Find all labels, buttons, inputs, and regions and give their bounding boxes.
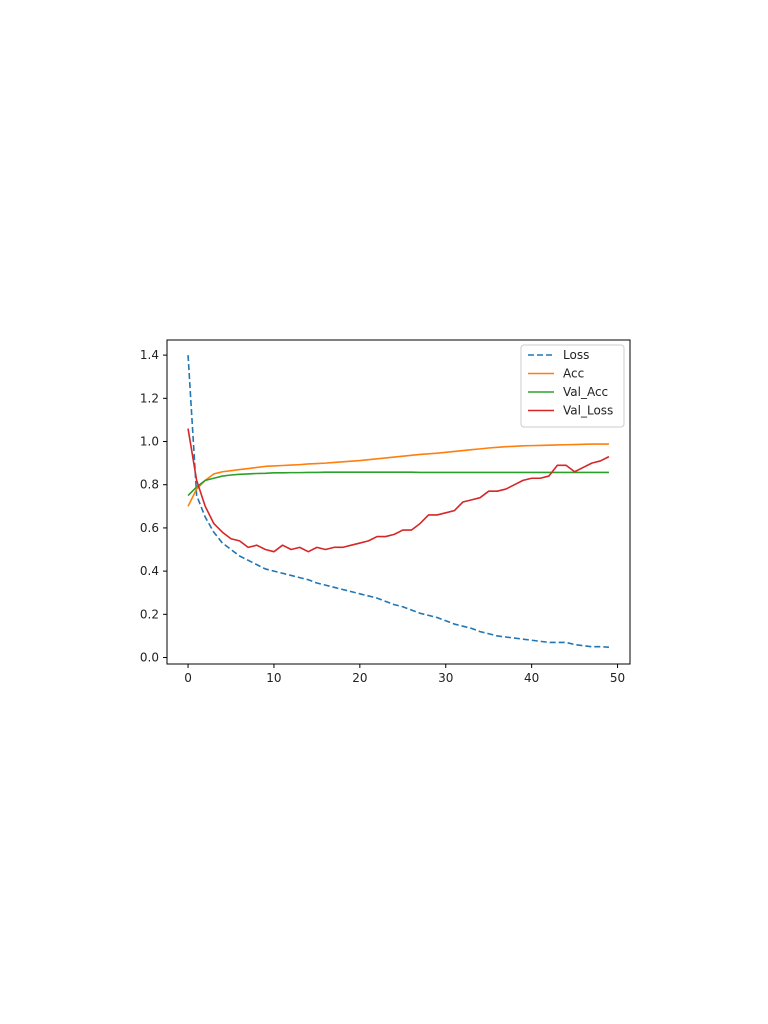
y-tick-label: 1.4	[140, 348, 159, 362]
x-tick-label: 20	[352, 671, 367, 685]
legend: Loss Acc Val_Acc Val_Loss	[520, 344, 625, 428]
series-line-val-loss	[187, 428, 610, 553]
x-tick-label: 0	[184, 671, 192, 685]
x-tick-label: 50	[610, 671, 625, 685]
series-layer	[187, 355, 610, 648]
series-line-acc	[187, 443, 609, 507]
x-tick-label: 10	[266, 671, 281, 685]
x-axis: 0 10 20 30 40 50	[184, 664, 625, 685]
legend-label: Val_Acc	[563, 385, 608, 399]
legend-label: Val_Loss	[563, 404, 613, 418]
y-tick-label: 1.0	[140, 435, 159, 449]
legend-label: Acc	[563, 367, 584, 381]
y-tick-label: 1.2	[140, 391, 159, 405]
y-axis: 0.0 0.2 0.4 0.6 0.8 1.0 1.2 1.4	[140, 348, 167, 665]
x-tick-label: 40	[524, 671, 539, 685]
legend-box	[520, 344, 625, 428]
legend-label: Loss	[563, 348, 589, 362]
plot-frame	[166, 339, 631, 665]
y-tick-label: 0.2	[140, 607, 159, 621]
series-line-val-acc	[187, 471, 609, 497]
y-tick-label: 0.8	[140, 478, 159, 492]
y-tick-label: 0.6	[140, 521, 159, 535]
x-tick-label: 30	[438, 671, 453, 685]
y-tick-label: 0.0	[140, 651, 159, 665]
series-line-loss	[187, 355, 609, 648]
y-tick-label: 0.4	[140, 564, 159, 578]
